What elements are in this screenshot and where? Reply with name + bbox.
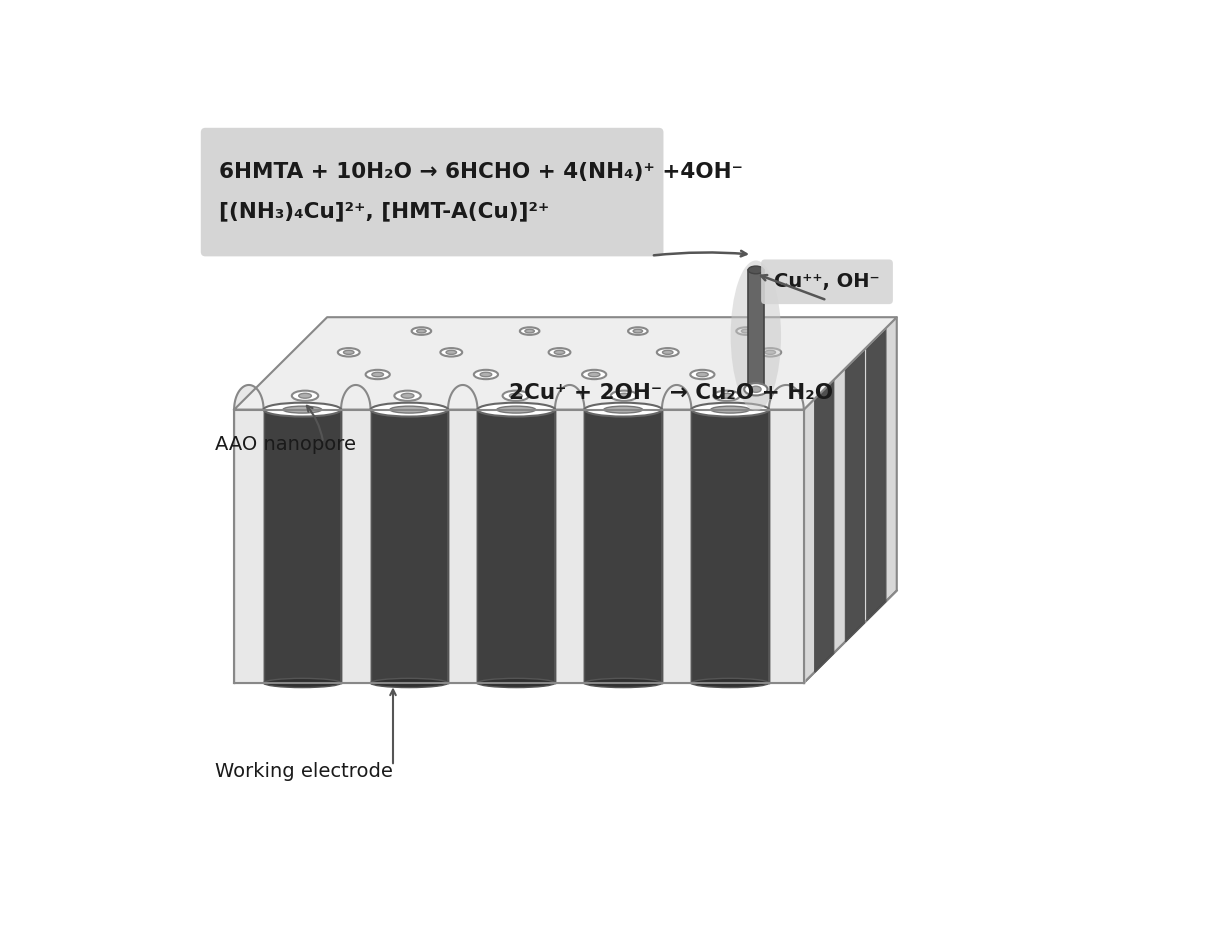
Polygon shape bbox=[662, 409, 692, 683]
Polygon shape bbox=[804, 317, 897, 683]
Ellipse shape bbox=[690, 370, 715, 379]
Ellipse shape bbox=[401, 393, 414, 398]
Ellipse shape bbox=[412, 327, 431, 335]
Ellipse shape bbox=[417, 329, 426, 333]
Ellipse shape bbox=[697, 372, 709, 377]
Text: 2Cu⁺ + 2OH⁻ → Cu₂O + H₂O: 2Cu⁺ + 2OH⁻ → Cu₂O + H₂O bbox=[510, 383, 833, 403]
Ellipse shape bbox=[555, 350, 565, 355]
FancyBboxPatch shape bbox=[200, 128, 664, 256]
Ellipse shape bbox=[370, 403, 448, 417]
Ellipse shape bbox=[480, 372, 491, 377]
Ellipse shape bbox=[604, 406, 643, 413]
Ellipse shape bbox=[478, 403, 555, 417]
Text: Working electrode: Working electrode bbox=[215, 762, 392, 781]
Ellipse shape bbox=[692, 678, 769, 687]
Ellipse shape bbox=[584, 403, 662, 417]
Polygon shape bbox=[235, 409, 264, 683]
Polygon shape bbox=[341, 409, 370, 683]
Ellipse shape bbox=[588, 372, 600, 377]
Ellipse shape bbox=[370, 678, 448, 687]
Ellipse shape bbox=[284, 406, 321, 413]
Ellipse shape bbox=[478, 678, 555, 687]
Ellipse shape bbox=[711, 406, 749, 413]
Ellipse shape bbox=[264, 678, 341, 687]
Ellipse shape bbox=[390, 406, 429, 413]
Ellipse shape bbox=[617, 393, 631, 398]
Ellipse shape bbox=[765, 350, 776, 355]
Polygon shape bbox=[341, 385, 370, 409]
Bar bbox=[748, 270, 764, 389]
Text: AAO nanopore: AAO nanopore bbox=[215, 435, 356, 454]
Ellipse shape bbox=[474, 370, 499, 379]
Ellipse shape bbox=[731, 260, 781, 410]
Ellipse shape bbox=[510, 393, 522, 398]
Ellipse shape bbox=[440, 348, 462, 356]
Polygon shape bbox=[846, 350, 864, 641]
Polygon shape bbox=[478, 409, 555, 683]
Polygon shape bbox=[555, 409, 584, 683]
Ellipse shape bbox=[395, 390, 420, 401]
Polygon shape bbox=[815, 380, 833, 671]
Ellipse shape bbox=[584, 678, 662, 687]
Polygon shape bbox=[692, 409, 769, 683]
Ellipse shape bbox=[502, 390, 529, 401]
Ellipse shape bbox=[525, 329, 534, 333]
Ellipse shape bbox=[759, 348, 781, 356]
Polygon shape bbox=[769, 385, 804, 409]
Polygon shape bbox=[584, 409, 662, 683]
Ellipse shape bbox=[446, 350, 457, 355]
Ellipse shape bbox=[549, 348, 571, 356]
Ellipse shape bbox=[656, 348, 678, 356]
Ellipse shape bbox=[264, 403, 341, 417]
Polygon shape bbox=[662, 385, 692, 409]
Ellipse shape bbox=[497, 406, 535, 413]
Ellipse shape bbox=[744, 383, 767, 395]
Ellipse shape bbox=[611, 390, 637, 401]
Ellipse shape bbox=[371, 372, 384, 377]
Ellipse shape bbox=[633, 329, 643, 333]
Polygon shape bbox=[235, 385, 264, 409]
Ellipse shape bbox=[298, 393, 312, 398]
Polygon shape bbox=[448, 385, 478, 409]
Ellipse shape bbox=[582, 370, 606, 379]
Ellipse shape bbox=[737, 327, 756, 335]
Polygon shape bbox=[235, 409, 804, 683]
Polygon shape bbox=[235, 317, 897, 409]
Ellipse shape bbox=[692, 403, 769, 417]
Polygon shape bbox=[555, 385, 584, 409]
Ellipse shape bbox=[720, 393, 733, 398]
Text: 6HMTA + 10H₂O → 6HCHO + 4(NH₄)⁺ +4OH⁻: 6HMTA + 10H₂O → 6HCHO + 4(NH₄)⁺ +4OH⁻ bbox=[220, 161, 743, 182]
Ellipse shape bbox=[748, 266, 764, 273]
Polygon shape bbox=[448, 409, 478, 683]
Ellipse shape bbox=[742, 329, 750, 333]
Polygon shape bbox=[370, 409, 448, 683]
Ellipse shape bbox=[750, 387, 761, 392]
Ellipse shape bbox=[292, 390, 318, 401]
Ellipse shape bbox=[519, 327, 539, 335]
Text: Cu⁺⁺, OH⁻: Cu⁺⁺, OH⁻ bbox=[775, 273, 880, 291]
Ellipse shape bbox=[628, 327, 648, 335]
Ellipse shape bbox=[337, 348, 359, 356]
Polygon shape bbox=[866, 328, 886, 620]
Ellipse shape bbox=[662, 350, 673, 355]
Text: [(NH₃)₄Cu]²⁺, [HMT-A(Cu)]²⁺: [(NH₃)₄Cu]²⁺, [HMT-A(Cu)]²⁺ bbox=[220, 202, 550, 222]
Ellipse shape bbox=[365, 370, 390, 379]
Polygon shape bbox=[264, 409, 341, 683]
Polygon shape bbox=[769, 409, 804, 683]
Ellipse shape bbox=[343, 350, 354, 355]
Ellipse shape bbox=[714, 390, 739, 401]
FancyBboxPatch shape bbox=[761, 259, 893, 305]
